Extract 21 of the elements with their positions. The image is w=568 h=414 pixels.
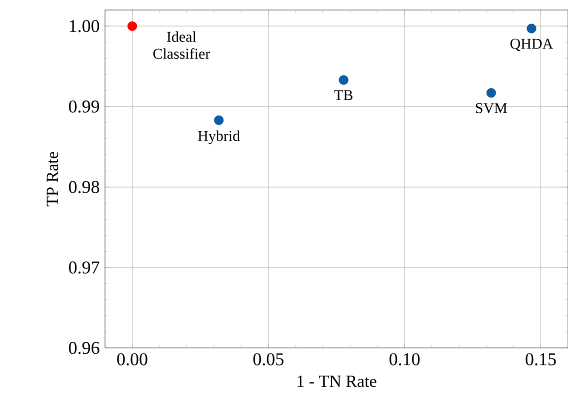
point: [127, 21, 138, 31]
point: [338, 75, 348, 85]
y-tick-label: 0.98: [68, 180, 100, 194]
x-tick-label: 0.10: [390, 353, 420, 366]
point: [486, 88, 496, 98]
annotation: Hybrid: [198, 130, 240, 144]
y-tick-label: 0.97: [68, 261, 100, 274]
point: [214, 115, 224, 126]
annotation: Ideal Classifier: [153, 31, 210, 59]
point: [526, 24, 536, 34]
x-tick-label: 0.00: [117, 353, 148, 366]
annotation: QHDA: [510, 38, 554, 52]
y-tick-label: 0.99: [68, 100, 100, 113]
x-tick-label: 0.15: [526, 353, 556, 366]
y-axis-title: TP Rate: [46, 152, 58, 206]
annotation: TB: [334, 90, 352, 100]
x-axis-title: 1 - TN Rate: [298, 376, 376, 388]
annotation: SVM: [476, 103, 507, 114]
y-tick-label: 1.00: [70, 20, 100, 32]
x-tick-label: 0.05: [253, 353, 284, 366]
y-tick-label: 0.96: [68, 342, 100, 354]
